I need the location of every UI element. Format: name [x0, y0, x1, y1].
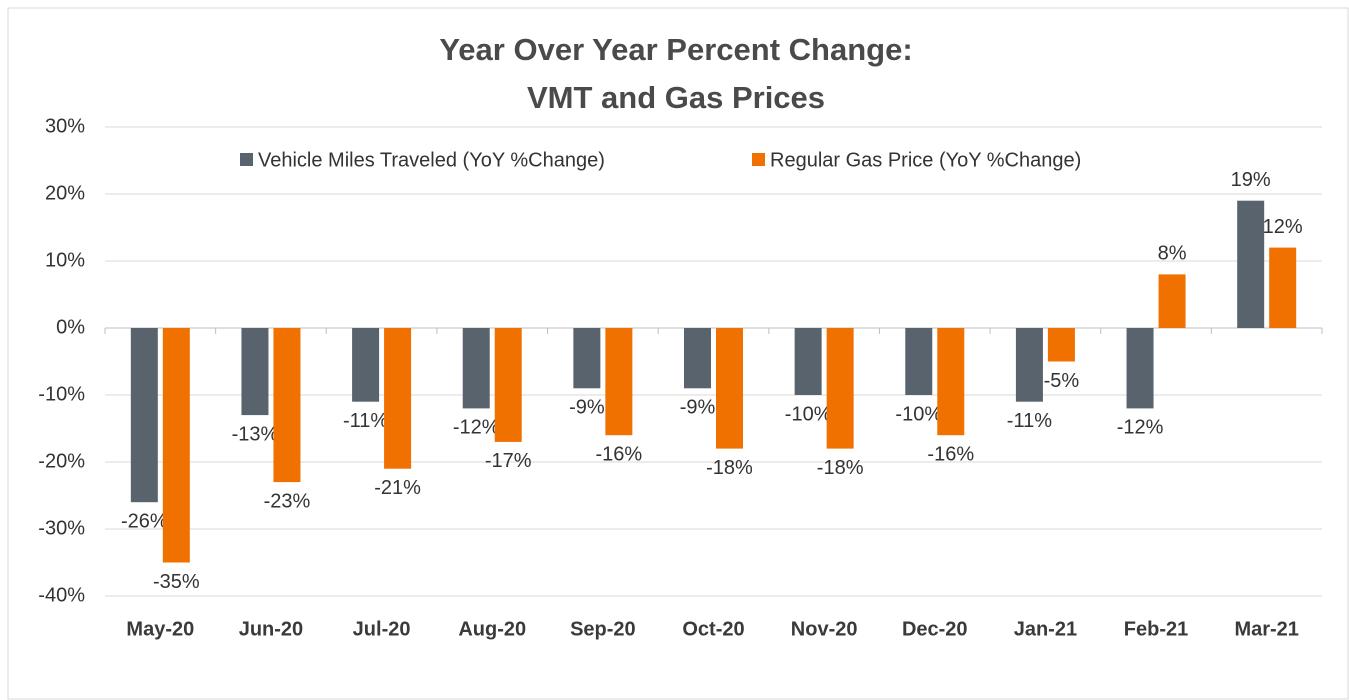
data-label: 19% — [1231, 169, 1271, 191]
data-label: -16% — [927, 443, 974, 465]
bar — [241, 328, 269, 416]
data-label: -13% — [232, 423, 279, 445]
chart-frame — [7, 7, 1349, 700]
bar — [273, 328, 301, 483]
x-tick-label: Oct-20 — [682, 618, 744, 640]
bar — [684, 328, 711, 389]
data-label: -17% — [485, 450, 532, 472]
data-label: -11% — [1007, 410, 1052, 432]
x-tick-label: Jun-20 — [239, 618, 303, 640]
bar — [462, 328, 490, 409]
bar — [1015, 328, 1043, 402]
y-tick-label: -10% — [38, 383, 85, 405]
data-label: -11% — [343, 410, 388, 432]
y-tick-label: 20% — [45, 182, 85, 204]
legend-label: Vehicle Miles Traveled (YoY %Change) — [258, 149, 605, 171]
data-label: -18% — [706, 457, 753, 479]
data-label: -35% — [153, 571, 200, 593]
data-label: -9% — [569, 397, 605, 419]
bar — [1047, 328, 1075, 362]
bar — [905, 328, 933, 395]
data-label: -5% — [1044, 370, 1080, 392]
legend-swatch — [752, 153, 765, 166]
bar — [162, 328, 190, 563]
bar — [352, 328, 380, 402]
bar — [937, 328, 965, 436]
bar — [605, 328, 633, 436]
x-tick-label: Nov-20 — [791, 618, 858, 640]
data-label: -12% — [453, 417, 500, 439]
legend-swatch — [240, 153, 253, 166]
bar — [573, 328, 601, 389]
bar — [130, 328, 158, 503]
bar — [826, 328, 854, 449]
y-tick-label: 30% — [45, 115, 85, 137]
bar — [1269, 247, 1297, 328]
bar — [1158, 274, 1186, 328]
x-tick-label: Feb-21 — [1124, 618, 1188, 640]
chart-title: VMT and Gas Prices — [527, 80, 825, 115]
data-label: 8% — [1158, 243, 1187, 265]
data-label: -12% — [1117, 417, 1164, 439]
bar — [716, 328, 743, 449]
data-label: -16% — [596, 443, 643, 465]
bar — [494, 328, 522, 442]
data-label: -18% — [817, 457, 864, 479]
data-label: -10% — [895, 403, 942, 425]
x-tick-label: Jul-20 — [353, 618, 411, 640]
y-tick-label: -20% — [38, 450, 85, 472]
data-label: -10% — [785, 403, 832, 425]
data-label: -9% — [680, 397, 716, 419]
bar — [384, 328, 412, 469]
y-tick-label: 0% — [56, 316, 85, 338]
y-tick-label: -40% — [38, 584, 85, 606]
x-tick-label: Jan-21 — [1014, 618, 1077, 640]
x-tick-label: Mar-21 — [1234, 618, 1298, 640]
data-label: 12% — [1263, 216, 1303, 238]
bar — [1126, 328, 1154, 409]
bar — [1237, 200, 1265, 328]
data-label: -23% — [264, 490, 311, 512]
bar — [794, 328, 822, 395]
x-tick-label: Sep-20 — [570, 618, 636, 640]
x-tick-label: Aug-20 — [458, 618, 526, 640]
y-tick-label: 10% — [45, 249, 85, 271]
x-tick-label: May-20 — [126, 618, 194, 640]
data-label: -26% — [121, 510, 168, 532]
data-label: -21% — [374, 477, 421, 499]
y-tick-label: -30% — [38, 517, 85, 539]
legend-label: Regular Gas Price (YoY %Change) — [770, 149, 1081, 171]
chart-title: Year Over Year Percent Change: — [439, 32, 912, 67]
x-tick-label: Dec-20 — [902, 618, 968, 640]
